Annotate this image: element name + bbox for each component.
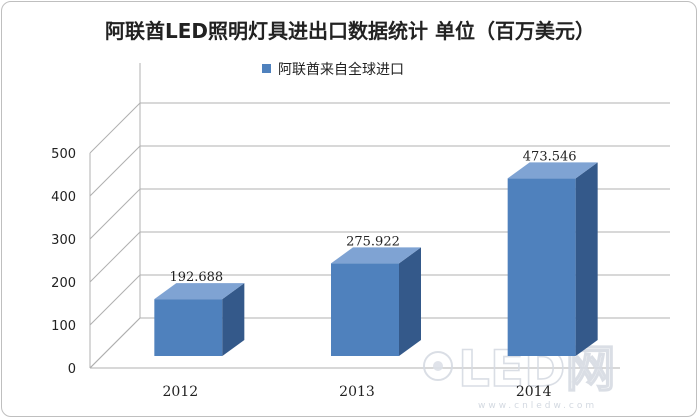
data-label-2013: 275.922 bbox=[346, 234, 400, 249]
gridline bbox=[89, 274, 670, 326]
x-tick-label-2014: 2014 bbox=[516, 384, 552, 400]
bars bbox=[154, 162, 598, 356]
y-tick-label: 300 bbox=[51, 233, 76, 248]
y-tick-label: 100 bbox=[51, 319, 76, 334]
data-labels: 192.688 275.922 473.546 bbox=[169, 149, 576, 285]
bar-top bbox=[154, 283, 245, 300]
x-tick-label-2013: 2013 bbox=[339, 384, 375, 400]
gridline bbox=[89, 231, 670, 283]
gridline bbox=[89, 145, 670, 197]
bar-side bbox=[222, 283, 245, 356]
y-tick-label: 200 bbox=[51, 276, 76, 291]
data-label-2012: 192.688 bbox=[169, 270, 223, 285]
y-tick-label: 400 bbox=[51, 190, 76, 205]
watermark: LED网 www.cnledw.com bbox=[423, 339, 616, 411]
bar-2013 bbox=[331, 247, 421, 356]
y-tick-label: 0 bbox=[68, 362, 76, 377]
data-label-2014: 473.546 bbox=[523, 149, 577, 164]
bar-front bbox=[507, 178, 576, 356]
bar-side bbox=[399, 247, 421, 356]
gridline bbox=[89, 317, 670, 369]
bar-side bbox=[575, 162, 598, 356]
bar-front bbox=[331, 263, 399, 356]
watermark-url: www.cnledw.com bbox=[478, 401, 597, 411]
legend-label: 阿联酋来自全球进口 bbox=[278, 61, 404, 78]
gridline bbox=[89, 102, 670, 154]
legend-swatch bbox=[262, 64, 271, 73]
gridlines bbox=[89, 63, 670, 369]
watermark-logo-icon bbox=[423, 351, 453, 381]
bar-top bbox=[507, 162, 598, 179]
bar-front bbox=[154, 299, 223, 356]
x-axis-ticks: 2012 2013 2014 bbox=[163, 384, 552, 400]
x-tick-label-2012: 2012 bbox=[163, 384, 199, 400]
bar-2014 bbox=[507, 162, 598, 356]
gridline bbox=[89, 188, 670, 240]
chart-title: 阿联酋LED照明灯具进出口数据统计 单位（百万美元） bbox=[105, 19, 595, 43]
y-axis-ticks: 0 100 200 300 400 500 bbox=[51, 147, 76, 377]
bar-top bbox=[331, 247, 421, 264]
y-tick-label: 500 bbox=[51, 147, 76, 162]
legend: 阿联酋来自全球进口 bbox=[262, 61, 404, 78]
bar-2012 bbox=[154, 283, 245, 356]
